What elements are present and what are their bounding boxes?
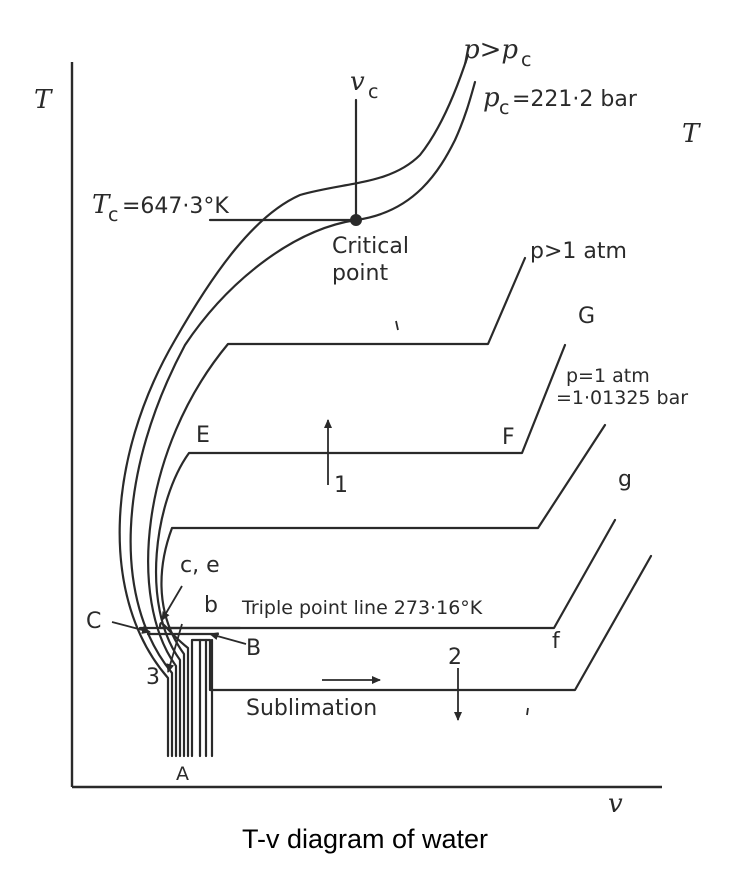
point-g-label: g bbox=[618, 467, 632, 492]
p-eq-1atm-label-2: =1·01325 bar bbox=[556, 387, 688, 409]
isobar-above-1atm bbox=[147, 256, 527, 758]
solid-phase-lines bbox=[198, 638, 214, 758]
point-G-label: G bbox=[578, 304, 595, 329]
ce-label: c, e bbox=[180, 553, 220, 578]
critical-label-2: point bbox=[332, 261, 388, 286]
p-gt-pc-sub: c bbox=[521, 49, 531, 71]
isobar-1atm bbox=[154, 343, 567, 758]
tc-label: T bbox=[92, 190, 111, 220]
vc-label: v bbox=[350, 67, 365, 97]
critical-label-1: Critical bbox=[332, 234, 409, 259]
point-f-label: f bbox=[552, 629, 561, 654]
t-axis-label-left: T bbox=[34, 85, 53, 115]
point-A-label: A bbox=[176, 763, 189, 785]
isobar-sublimation bbox=[190, 554, 653, 758]
isobar-above-critical bbox=[118, 53, 470, 758]
arrow-3 bbox=[166, 623, 183, 673]
p-gt-1atm-label: p>1 atm bbox=[530, 239, 627, 264]
v-axis-label: v bbox=[608, 789, 623, 819]
diagram-caption: T-v diagram of water bbox=[242, 824, 488, 854]
t-axis-label-right: T bbox=[682, 119, 701, 149]
point-F-label: F bbox=[502, 425, 515, 450]
stray-mark-2 bbox=[526, 707, 529, 716]
point-b-label: b bbox=[204, 593, 218, 618]
p-gt-pc-label: p>p bbox=[463, 35, 518, 65]
pc-label: p bbox=[483, 83, 500, 113]
tc-label-sub: c bbox=[108, 204, 118, 226]
stray-mark-1 bbox=[395, 320, 399, 331]
isobar-critical bbox=[129, 80, 477, 758]
pc-label-sub: c bbox=[499, 97, 509, 119]
vc-label-sub: c bbox=[368, 81, 378, 103]
p-eq-1atm-label-1: p=1 atm bbox=[566, 365, 650, 387]
sublimation-label: Sublimation bbox=[246, 696, 377, 721]
arrow-ce bbox=[161, 585, 183, 621]
isobar-g bbox=[160, 423, 607, 758]
arrow-C bbox=[111, 621, 151, 634]
path-3-label: 3 bbox=[146, 665, 160, 690]
point-B-label: B bbox=[246, 636, 261, 661]
pc-value: =221·2 bar bbox=[512, 87, 638, 112]
triple-point-step bbox=[138, 626, 242, 636]
isobar-triple bbox=[158, 518, 617, 758]
point-E-label: E bbox=[196, 423, 210, 448]
arrow-B bbox=[209, 632, 247, 645]
path-2-label: 2 bbox=[448, 645, 462, 670]
tc-value: =647·3°K bbox=[122, 194, 229, 219]
point-C-label: C bbox=[86, 609, 101, 634]
path-1-label: 1 bbox=[334, 473, 348, 498]
triple-point-label: Triple point line 273·16°K bbox=[241, 597, 483, 619]
